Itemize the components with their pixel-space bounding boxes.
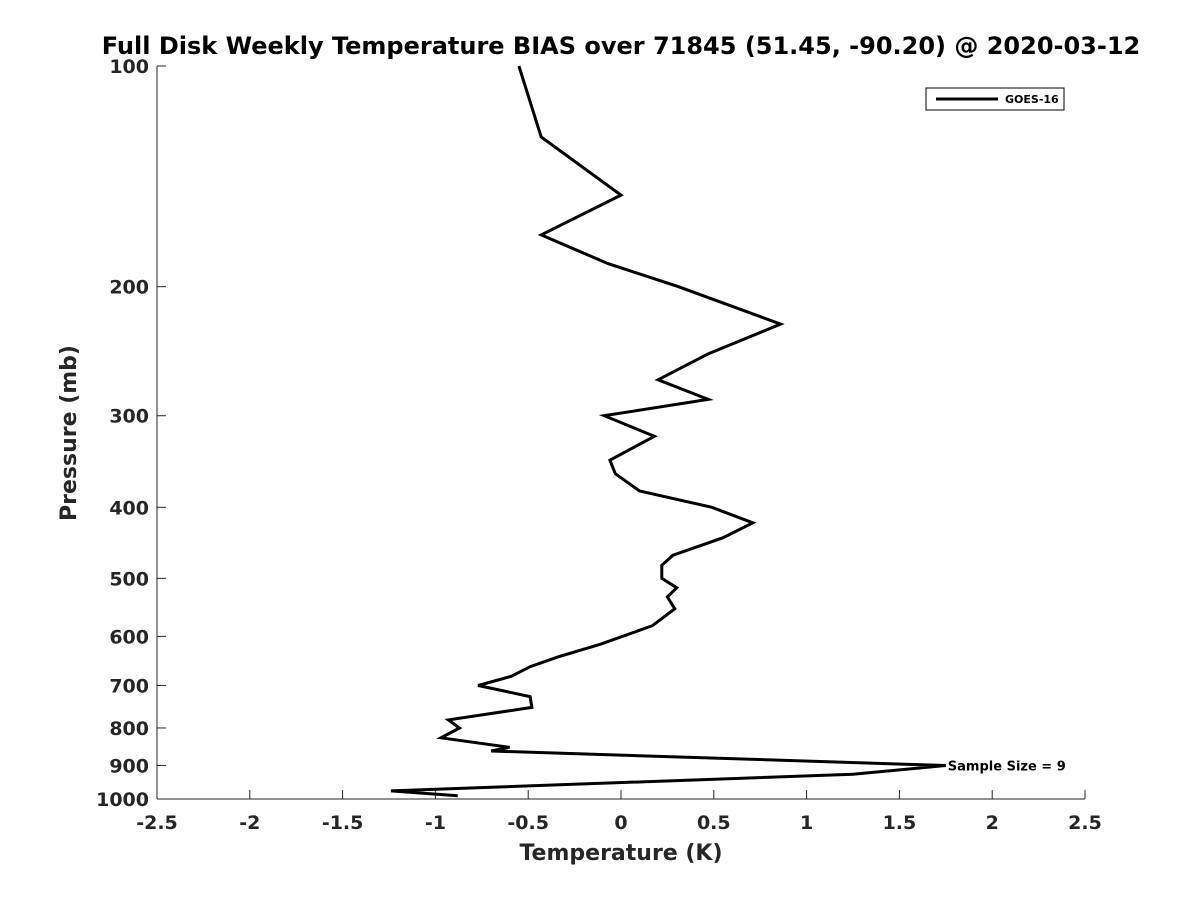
- legend: GOES-16: [925, 87, 1065, 111]
- x-tick-label: 0.5: [697, 812, 731, 834]
- y-tick-label: 900: [109, 755, 149, 777]
- x-axis-label: Temperature (K): [519, 841, 722, 866]
- y-tick-label: 300: [109, 406, 149, 428]
- sample-size-annotation: Sample Size = 9: [948, 759, 1066, 774]
- y-tick-label: 400: [109, 497, 149, 519]
- x-tick-label: 2.5: [1068, 812, 1102, 834]
- y-tick-label: 1000: [96, 789, 149, 811]
- y-tick-label: 800: [109, 718, 149, 740]
- x-tick-label: -2.5: [136, 812, 178, 834]
- x-tick-label: 1.5: [883, 812, 917, 834]
- x-tick-label: 1: [800, 812, 813, 834]
- series-line-goes-16: [390, 65, 946, 798]
- x-tick-label: -1.5: [322, 812, 364, 834]
- y-tick-label: 600: [109, 626, 149, 648]
- chart-title: Full Disk Weekly Temperature BIAS over 7…: [102, 32, 1141, 60]
- x-tick-label: -1: [425, 812, 446, 834]
- plot-area: -2.5 -2 -1.5 -1 -0.5 0 0.5 1 1.5 2 2.5 100 200 300 400…: [96, 56, 1102, 834]
- legend-label-goes-16: GOES-16: [1005, 93, 1059, 106]
- y-axis-label: Pressure (mb): [57, 345, 82, 521]
- x-tick-label: -0.5: [507, 812, 549, 834]
- x-tick-label: 0: [614, 812, 627, 834]
- y-tick-label: 200: [109, 277, 149, 299]
- y-tick-label: 500: [109, 568, 149, 590]
- y-tick-label: 700: [109, 675, 149, 697]
- y-tick-label: 100: [109, 56, 149, 78]
- x-tick-label: 2: [986, 812, 999, 834]
- x-tick-label: -2: [239, 812, 260, 834]
